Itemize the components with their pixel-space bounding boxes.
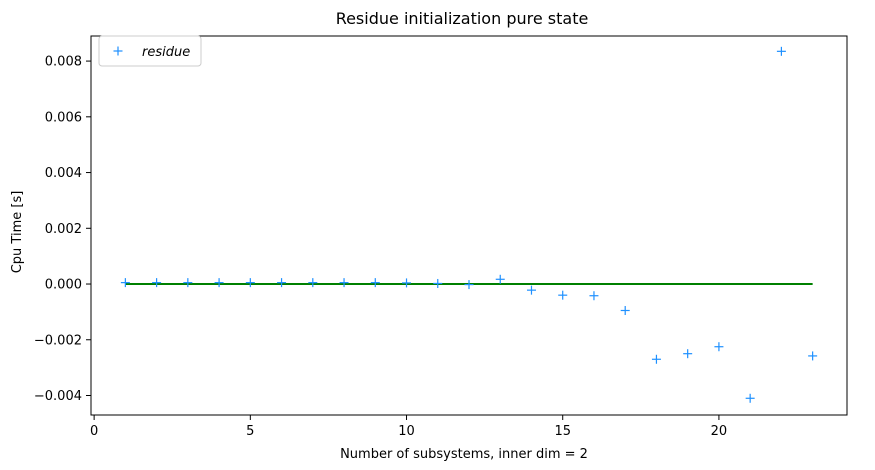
data-point bbox=[620, 305, 630, 315]
data-point bbox=[714, 342, 724, 352]
y-tick-label: 0.000 bbox=[45, 278, 82, 293]
y-tick-label: −0.004 bbox=[34, 389, 82, 404]
data-point bbox=[495, 274, 505, 284]
y-axis-label: Cpu Time [s] bbox=[10, 191, 25, 274]
data-point bbox=[183, 278, 193, 288]
y-tick-label: 0.006 bbox=[45, 110, 82, 125]
legend-marker bbox=[113, 46, 123, 56]
x-axis: 0 5 10 15 20 bbox=[90, 415, 727, 439]
data-point bbox=[339, 278, 349, 288]
x-tick-label: 10 bbox=[398, 424, 415, 439]
data-point bbox=[245, 278, 255, 288]
x-tick-label: 5 bbox=[246, 424, 254, 439]
data-point bbox=[526, 285, 536, 295]
data-point bbox=[402, 278, 412, 288]
y-tick-label: 0.002 bbox=[45, 222, 82, 237]
data-point bbox=[683, 349, 693, 359]
x-tick-label: 20 bbox=[711, 424, 728, 439]
y-axis: −0.004 −0.002 0.000 0.002 0.004 0.006 0.008 bbox=[34, 55, 91, 404]
data-point bbox=[558, 290, 568, 300]
series-layer bbox=[120, 46, 818, 403]
x-axis-label: Number of subsystems, inner dim = 2 bbox=[340, 447, 588, 462]
x-tick-label: 15 bbox=[554, 424, 571, 439]
data-point bbox=[308, 278, 318, 288]
plot-area bbox=[90, 35, 848, 416]
data-point bbox=[152, 278, 162, 288]
legend-label-residue: residue bbox=[142, 45, 190, 60]
data-point bbox=[589, 291, 599, 301]
data-point bbox=[776, 46, 786, 56]
data-point bbox=[651, 354, 661, 364]
legend-box bbox=[98, 35, 202, 67]
data-point bbox=[433, 278, 443, 288]
data-point bbox=[120, 278, 130, 288]
chart-title: Residue initialization pure state bbox=[336, 9, 589, 28]
plot-frame bbox=[90, 35, 848, 416]
data-point bbox=[464, 280, 474, 290]
y-tick-label: 0.004 bbox=[45, 166, 82, 181]
y-tick-label: 0.008 bbox=[45, 55, 82, 70]
data-point bbox=[370, 278, 380, 288]
x-tick-label: 0 bbox=[90, 424, 98, 439]
legend: residue bbox=[98, 35, 202, 67]
y-tick-label: −0.002 bbox=[34, 333, 82, 348]
data-point bbox=[808, 351, 818, 361]
data-point bbox=[745, 393, 755, 403]
data-point bbox=[277, 278, 287, 288]
data-point bbox=[214, 278, 224, 288]
